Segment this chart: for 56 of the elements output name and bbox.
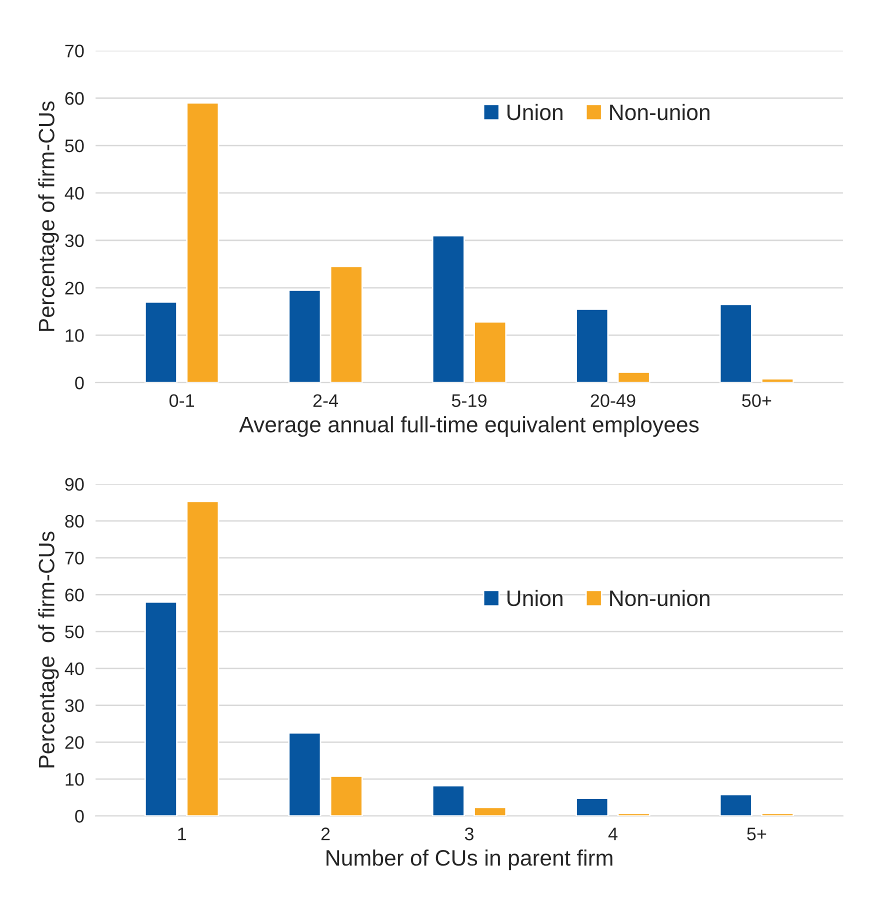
bar bbox=[330, 775, 363, 816]
x-tick-label: 3 bbox=[464, 828, 474, 840]
x-tick-label: 5-19 bbox=[452, 394, 486, 408]
x-tick-label: 20-49 bbox=[590, 394, 636, 408]
legend-label: Non-union bbox=[610, 104, 710, 120]
y-tick-label: 90 bbox=[65, 478, 84, 491]
y-tick-label: 50 bbox=[65, 139, 84, 152]
legend-label: Union bbox=[508, 104, 562, 120]
bar bbox=[719, 304, 752, 383]
y-tick-label: 40 bbox=[64, 186, 84, 200]
x-axis-title: Number of CUs in parent firm bbox=[326, 849, 612, 870]
y-tick-label: 70 bbox=[65, 552, 84, 565]
x-tick-label: 2-4 bbox=[313, 394, 338, 407]
x-tick-label: 1 bbox=[178, 828, 186, 840]
legend-label: Union bbox=[508, 590, 562, 606]
y-tick-label: 80 bbox=[65, 514, 84, 528]
y-tick-label: 30 bbox=[65, 234, 84, 248]
bar bbox=[432, 785, 465, 816]
y-tick-label: 50 bbox=[65, 626, 84, 638]
bar bbox=[761, 812, 794, 816]
y-tick-label: 0 bbox=[75, 810, 84, 823]
y-tick-label: 30 bbox=[65, 699, 84, 712]
y-tick-label: 20 bbox=[65, 282, 84, 295]
bar bbox=[761, 378, 794, 383]
bar bbox=[576, 308, 609, 383]
bar bbox=[144, 601, 178, 816]
y-tick-label: 20 bbox=[65, 736, 84, 749]
bar bbox=[186, 102, 220, 383]
y-axis-title: Percentage of firm-CUs bbox=[38, 101, 59, 331]
y-tick-label: 10 bbox=[66, 773, 84, 786]
y-tick-label: 70 bbox=[65, 44, 84, 58]
y-tick-label: 40 bbox=[64, 662, 84, 676]
x-tick-label: 5+ bbox=[747, 828, 766, 840]
bar bbox=[576, 798, 609, 816]
bar bbox=[330, 266, 363, 383]
bar bbox=[186, 500, 220, 816]
bar bbox=[144, 301, 178, 383]
x-tick-label: 0-1 bbox=[169, 394, 194, 408]
bar bbox=[719, 794, 752, 816]
x-tick-label: 2 bbox=[321, 828, 330, 840]
bar bbox=[432, 234, 465, 383]
bar bbox=[617, 812, 650, 816]
legend-label: Non-union bbox=[610, 590, 710, 606]
y-tick-label: 60 bbox=[65, 588, 84, 602]
x-tick-label: 4 bbox=[608, 828, 618, 840]
bar bbox=[288, 732, 322, 816]
x-axis-title: Average annual full-time equivalent employees bbox=[239, 416, 699, 437]
bar bbox=[474, 321, 507, 383]
bar bbox=[288, 289, 322, 383]
y-axis-title: Percentage of firm-CUs bbox=[38, 532, 59, 768]
y-tick-label: 0 bbox=[75, 376, 84, 390]
bar bbox=[474, 806, 507, 816]
x-tick-label: 50+ bbox=[742, 394, 772, 408]
y-tick-label: 10 bbox=[66, 329, 84, 342]
bar bbox=[617, 372, 650, 383]
y-tick-label: 60 bbox=[65, 92, 84, 105]
